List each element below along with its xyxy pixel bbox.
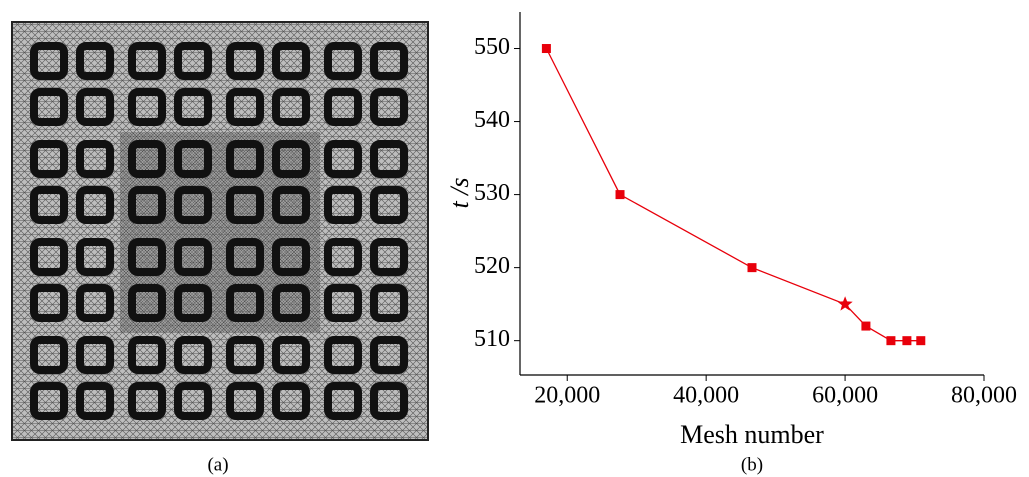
marker [838, 296, 853, 310]
y-tick-label: 520 [474, 253, 510, 279]
series-line [546, 49, 920, 341]
panel-label: (b) [741, 454, 763, 475]
x-tick-label: 60,000 [812, 383, 878, 409]
x-tick-label: 80,000 [951, 383, 1017, 409]
marker [886, 336, 895, 345]
marker [748, 263, 757, 272]
y-tick-label: 530 [474, 180, 510, 206]
mesh-image [12, 22, 428, 440]
y-axis-label: t /s [445, 177, 474, 208]
figure: (a) (b) Mesh number t /s 510 520 530 540 550… [0, 0, 1029, 477]
x-tick-label: 40,000 [673, 383, 739, 409]
marker [902, 336, 911, 345]
x-axis-label: Mesh number [680, 420, 824, 449]
marker [916, 336, 925, 345]
y-tick-label: 550 [474, 34, 510, 60]
marker [861, 322, 870, 331]
marker [542, 44, 551, 53]
x-tick-label: 20,000 [534, 383, 600, 409]
panel-label: (a) [207, 454, 228, 475]
y-tick-label: 510 [474, 326, 510, 352]
y-tick-label: 540 [474, 107, 510, 133]
marker [616, 190, 625, 199]
